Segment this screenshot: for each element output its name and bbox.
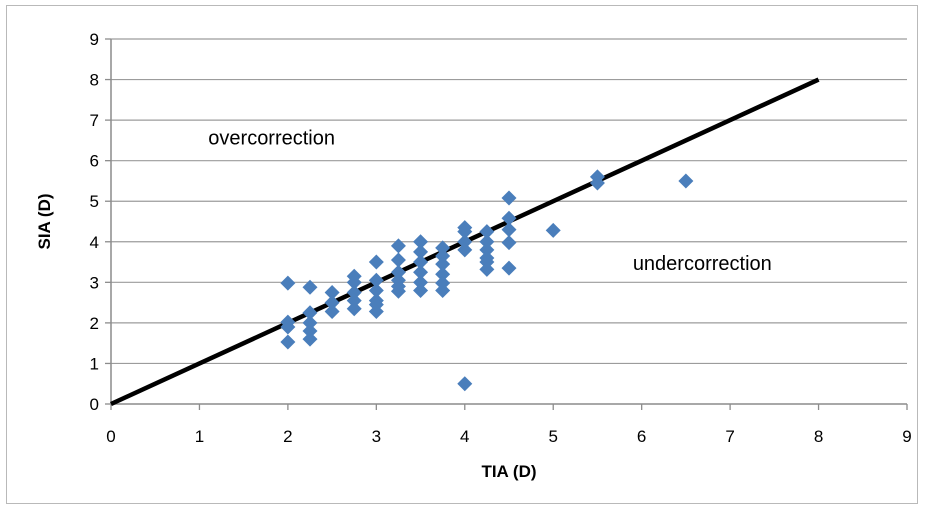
data-point-54 [501, 222, 517, 238]
data-point-10 [324, 295, 340, 311]
x-tick-label-1: 1 [195, 427, 204, 446]
data-point-42 [457, 224, 473, 240]
data-point-59 [589, 175, 605, 191]
data-point-35 [435, 240, 451, 256]
data-point-3 [280, 334, 296, 350]
data-point-32 [413, 264, 429, 280]
data-point-30 [413, 244, 429, 260]
x-tick-label-6: 6 [637, 427, 646, 446]
data-point-22 [368, 304, 384, 320]
data-point-36 [435, 248, 451, 264]
data-point-19 [368, 282, 384, 298]
x-tick-label-3: 3 [372, 427, 381, 446]
y-tick-label-9: 9 [90, 30, 99, 49]
data-point-7 [302, 323, 318, 339]
data-point-24 [390, 252, 406, 268]
y-tick-label-7: 7 [90, 111, 99, 130]
y-tick-label-1: 1 [90, 354, 99, 373]
data-point-51 [479, 261, 495, 277]
y-tick-label-3: 3 [90, 273, 99, 292]
y-tick-label-2: 2 [90, 314, 99, 333]
data-point-0 [280, 275, 296, 291]
data-point-16 [346, 301, 362, 317]
x-tick-labels: 0 1 2 3 4 5 6 7 8 9 [106, 427, 911, 446]
data-point-52 [501, 190, 517, 206]
data-point-48 [479, 242, 495, 258]
y-tick-label-6: 6 [90, 152, 99, 171]
data-point-25 [390, 264, 406, 280]
data-point-5 [302, 305, 318, 321]
data-point-37 [435, 256, 451, 272]
annotation-undercorrection: undercorrection [633, 253, 772, 275]
y-tick-label-4: 4 [90, 233, 99, 252]
data-point-40 [435, 282, 451, 298]
data-point-57 [545, 222, 561, 238]
data-point-46 [479, 224, 495, 240]
x-tick-label-4: 4 [460, 427, 469, 446]
x-tick-label-2: 2 [283, 427, 292, 446]
y-tick-label-8: 8 [90, 71, 99, 90]
y-axis-title: SIA (D) [35, 193, 54, 249]
data-point-9 [324, 284, 340, 300]
y-tick-label-0: 0 [90, 395, 99, 414]
data-point-28 [390, 283, 406, 299]
data-point-13 [346, 274, 362, 290]
data-point-2 [280, 319, 296, 335]
x-tick-label-5: 5 [548, 427, 557, 446]
x-tick-label-9: 9 [902, 427, 911, 446]
y-tick-label-5: 5 [90, 192, 99, 211]
data-point-47 [479, 234, 495, 250]
x-axis-title: TIA (D) [481, 462, 536, 481]
data-point-31 [413, 254, 429, 270]
x-tick-label-7: 7 [725, 427, 734, 446]
data-point-23 [390, 238, 406, 254]
data-point-15 [346, 293, 362, 309]
x-tick-label-0: 0 [106, 427, 115, 446]
annotations: overcorrection undercorrection [208, 127, 772, 275]
data-point-6 [302, 315, 318, 331]
data-point-14 [346, 284, 362, 300]
data-point-43 [457, 234, 473, 250]
data-point-11 [324, 304, 340, 320]
data-points [280, 169, 694, 392]
y-tick-labels: 0 1 2 3 4 5 6 7 8 9 [90, 30, 99, 414]
data-point-18 [368, 272, 384, 288]
data-point-33 [413, 274, 429, 290]
data-point-29 [413, 234, 429, 250]
x-tick-label-8: 8 [814, 427, 823, 446]
grid-lines [111, 38, 907, 365]
data-point-44 [457, 242, 473, 258]
data-point-45 [457, 376, 473, 392]
data-point-17 [368, 254, 384, 270]
data-point-60 [678, 173, 694, 189]
data-point-34 [413, 282, 429, 298]
data-point-55 [501, 235, 517, 251]
annotation-overcorrection: overcorrection [208, 127, 335, 149]
data-point-56 [501, 260, 517, 276]
data-point-8 [302, 331, 318, 347]
data-point-4 [302, 279, 318, 295]
data-point-38 [435, 266, 451, 282]
data-point-53 [501, 210, 517, 226]
axes [105, 38, 908, 410]
